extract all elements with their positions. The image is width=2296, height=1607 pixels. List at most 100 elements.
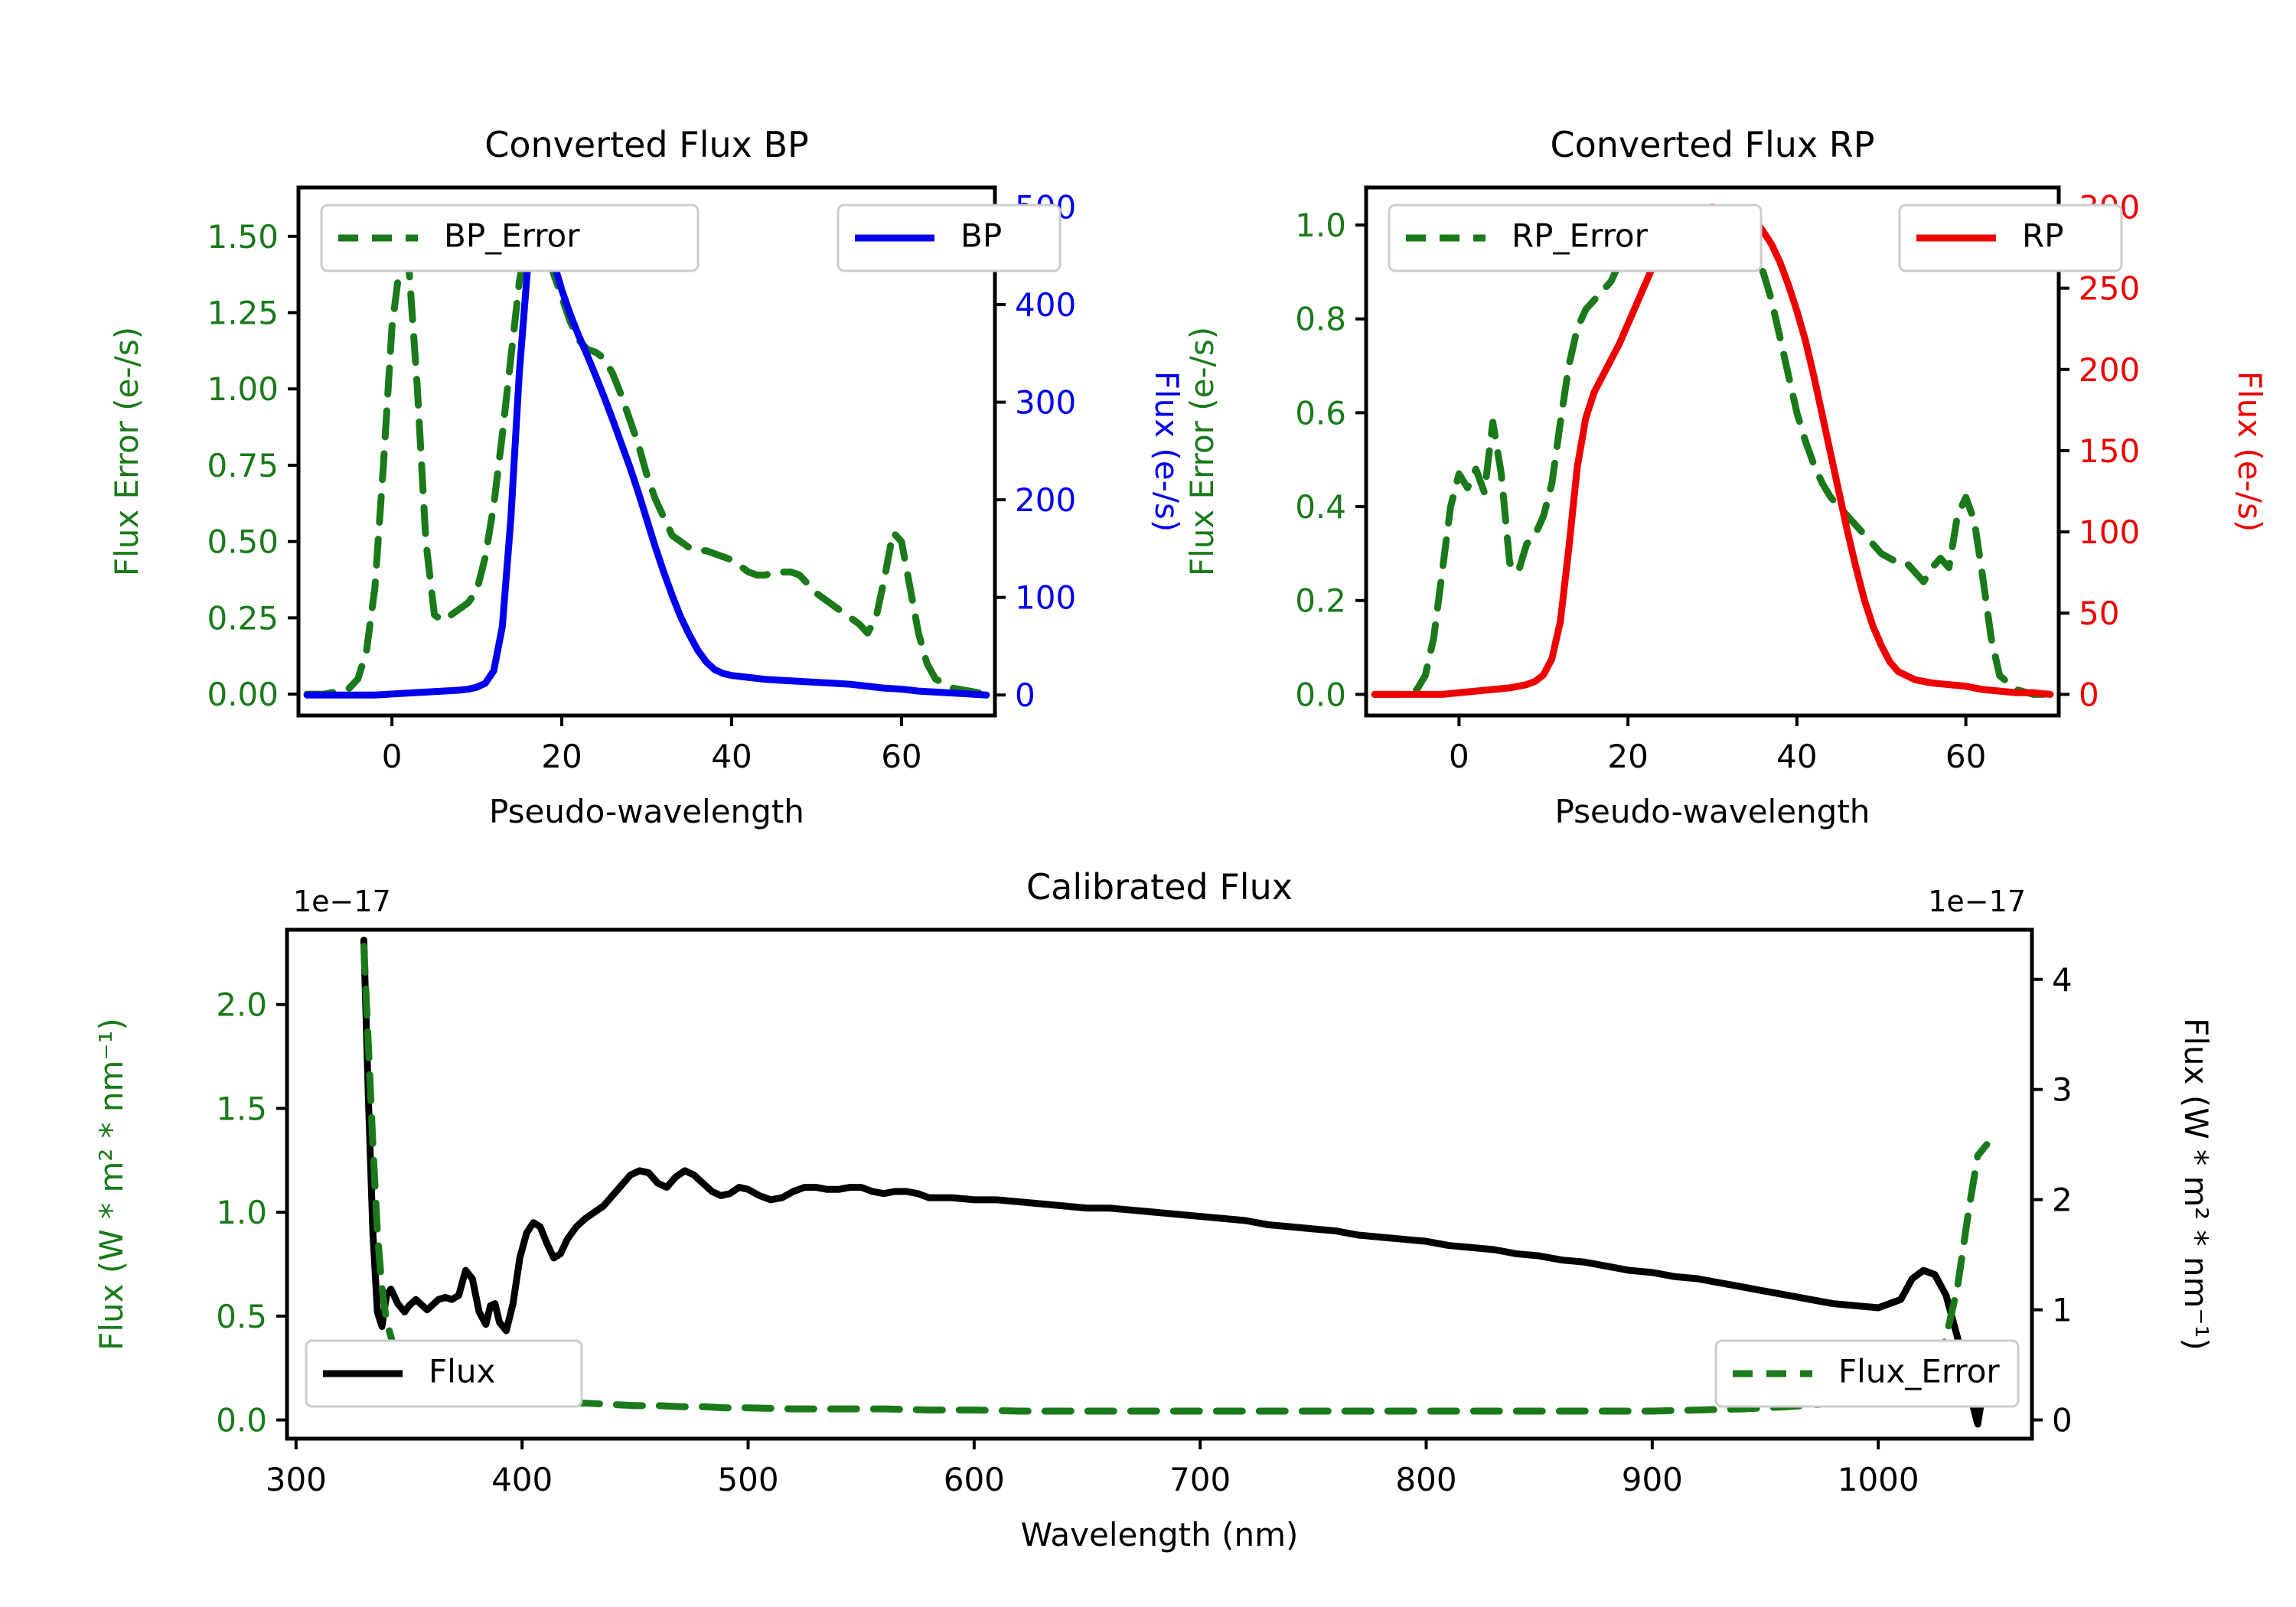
x-tick-label: 700 [1169,1461,1231,1498]
series-line-flux [360,937,1991,1428]
y-axis-label-left: Flux Error (e-/s) [1183,327,1221,576]
x-tick-label: 500 [717,1461,778,1498]
y-tick-label-right: 2 [2052,1182,2073,1219]
x-axis-label: Pseudo-wavelength [1555,793,1870,830]
y-tick-label-left: 0.8 [1295,301,1346,338]
x-tick-label: 300 [266,1461,327,1498]
legend-rp_error[interactable]: RP_Error [1388,204,1763,272]
legend-bp_error[interactable]: BP_Error [320,204,700,272]
y-tick-label-left: 0.5 [216,1298,267,1335]
plot-frame [296,185,997,718]
legend-label-bp: BP [960,217,1002,255]
x-tick-label: 800 [1395,1461,1456,1498]
y-tick-label-right: 4 [2052,961,2073,999]
y-tick-label-left: 0.4 [1295,488,1346,526]
series-group [303,208,990,699]
y-axis-label-right: Flux (e-/s) [2231,371,2268,532]
series-line-bp [303,215,990,699]
legend-label-bp_error: BP_Error [444,217,580,255]
y-tick-label-left: 0.50 [207,523,279,561]
series-group [1371,203,2054,698]
y-tick-label-left: 2.0 [216,986,267,1024]
panel-converted-flux-bp: Converted Flux BP 0 20 40 60 Pseudo-wavelengt… [0,0,1186,830]
y-axis-label-left: Flux (W * m² * nm⁻¹) [93,1018,130,1351]
x-tick-label: 20 [541,738,582,775]
chart-calibrated-flux: Calibrated Flux 1e−17 1e−17 300 400 500 600 700… [93,866,2215,1553]
series-line-rp_error [1371,217,2054,698]
y-tick-label-left: 0.00 [207,676,279,713]
chart-title: Calibrated Flux [1026,866,1293,908]
y-axis-label-left: Flux Error (e-/s) [108,327,145,576]
x-tick-label: 40 [711,738,752,775]
legend-box[interactable] [1898,204,2123,272]
series-line-flux_error [360,943,1991,1415]
y-tick-label-right: 1 [2052,1292,2073,1329]
x-axis-label: Pseudo-wavelength [489,793,804,830]
legend-rp[interactable]: RP [1898,204,2123,272]
x-tick-label: 20 [1607,738,1648,775]
legend-bp[interactable]: BP [837,204,1062,272]
y-tick-label-right: 50 [2079,595,2119,632]
y-tick-label-right: 0 [2052,1402,2073,1439]
series-line-rp [1371,203,2054,698]
y-tick-label-right: 300 [1015,384,1076,422]
y-tick-label-left: 1.00 [207,370,279,408]
legend-label-rp_error: RP_Error [1512,217,1649,255]
y-tick-label-right: 100 [2079,513,2140,551]
y-tick-label-right: 200 [1015,481,1076,519]
y-tick-label-right: 200 [2079,351,2140,389]
y-tick-label-right: 100 [1015,579,1076,617]
x-tick-label: 1000 [1838,1461,1919,1498]
x-tick-label: 400 [491,1461,553,1498]
x-tick-label: 60 [881,738,921,775]
plot-frame [285,927,2034,1441]
y-tick-label-left: 1.5 [216,1090,267,1127]
y-tick-label-left: 0.75 [207,447,279,484]
legend-label-rp: RP [2022,217,2064,255]
chart-converted-flux-bp: Converted Flux BP 0 20 40 60 Pseudo-wavelengt… [108,124,1186,830]
y-axis-offset-left: 1e−17 [293,885,391,918]
x-tick-label: 600 [944,1461,1005,1498]
y-tick-label-left: 0.2 [1295,582,1346,620]
y-tick-label-left: 1.25 [207,295,279,332]
legend-box[interactable] [305,1339,583,1408]
x-axis-label: Wavelength (nm) [1021,1516,1299,1553]
legend-box[interactable] [320,204,700,272]
panel-converted-flux-rp: Converted Flux RP 0 20 40 60 Pseudo-wavelengt… [1148,0,2296,830]
legend-box[interactable] [1388,204,1763,272]
chart-title: Converted Flux BP [484,124,809,165]
legend-box[interactable] [1714,1339,2020,1408]
series-line-bp_error [303,208,990,698]
legend-flux[interactable]: Flux [305,1339,583,1408]
x-tick-label: 60 [1945,738,1986,775]
chart-title: Converted Flux RP [1551,124,1875,165]
y-tick-label-right: 250 [2079,270,2140,308]
x-tick-label: 40 [1776,738,1817,775]
series-group [360,937,1991,1428]
y-tick-label-left: 0.0 [1295,676,1346,713]
y-axis-label-right: Flux (e-/s) [1148,371,1186,532]
y-tick-label-left: 0.25 [207,599,279,637]
y-tick-label-right: 150 [2079,432,2140,470]
y-axis-label-right: Flux (W * m² * nm⁻¹) [2177,1018,2215,1351]
y-tick-label-left: 1.0 [216,1194,267,1231]
legend-label-flux: Flux [429,1353,495,1390]
legend-box[interactable] [837,204,1062,272]
y-tick-label-right: 400 [1015,286,1076,324]
y-tick-label-right: 0 [1015,676,1035,714]
x-tick-label: 0 [382,738,403,775]
chart-converted-flux-rp: Converted Flux RP 0 20 40 60 Pseudo-wavelengt… [1183,124,2268,830]
y-axis-offset-right: 1e−17 [1928,885,2026,918]
panel-calibrated-flux: Calibrated Flux 1e−17 1e−17 300 400 500 600 700… [0,826,2296,1607]
y-tick-label-right: 3 [2052,1071,2073,1109]
y-tick-label-left: 0.6 [1295,394,1346,432]
x-tick-label: 0 [1449,738,1469,775]
x-tick-label: 900 [1622,1461,1683,1498]
y-tick-label-left: 0.0 [216,1402,267,1439]
legend-flux_error[interactable]: Flux_Error [1714,1339,2020,1408]
legend-label-flux_error: Flux_Error [1838,1353,2000,1390]
y-tick-label-left: 1.50 [207,218,279,256]
y-tick-label-left: 1.0 [1295,207,1346,244]
y-tick-label-right: 0 [2079,676,2099,713]
